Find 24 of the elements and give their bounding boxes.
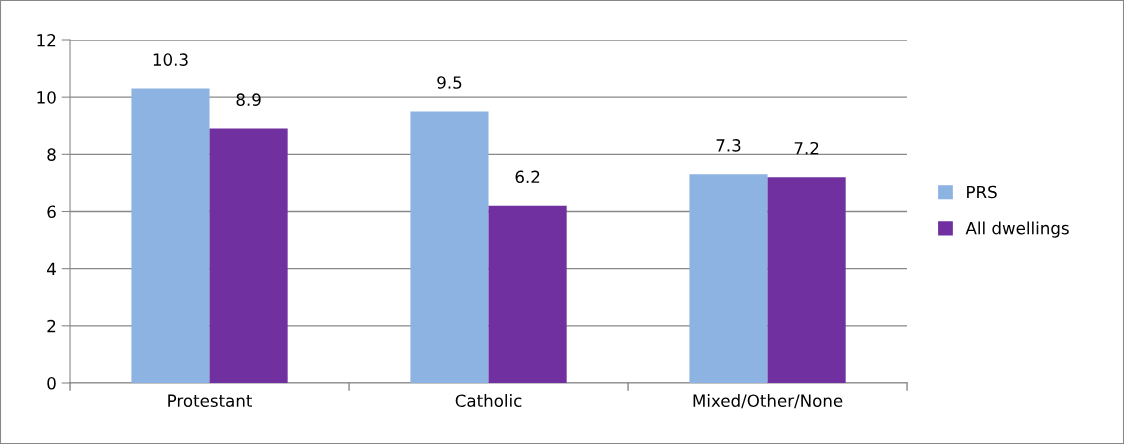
y-tick-label: 8 — [47, 148, 56, 161]
x-tick-label: Mixed/Other/None — [693, 394, 843, 409]
y-tick-label: 10 — [37, 91, 56, 104]
y-tick-label: 2 — [47, 319, 56, 333]
y-tick-label: 12 — [37, 33, 56, 47]
legend-label: All dwellings — [965, 221, 1069, 238]
y-tick-label: 6 — [47, 205, 56, 219]
data-label: 6.2 — [515, 170, 540, 184]
y-tick-label: 4 — [47, 262, 56, 275]
bar — [410, 111, 489, 383]
bar — [767, 177, 846, 383]
legend-label: PRS — [967, 185, 997, 199]
data-label: 8.9 — [236, 93, 261, 106]
x-tick-label: Protestant — [168, 394, 253, 408]
bar — [131, 88, 210, 383]
bar — [209, 128, 288, 383]
data-label: 9.5 — [437, 76, 462, 89]
data-label: 7.3 — [716, 139, 741, 152]
bar — [488, 205, 567, 383]
y-tick-label: 0 — [47, 376, 56, 390]
data-label: 7.2 — [794, 141, 819, 155]
bar — [689, 174, 768, 383]
data-label: 10.3 — [153, 53, 188, 66]
x-tick-label: Catholic — [455, 394, 522, 408]
